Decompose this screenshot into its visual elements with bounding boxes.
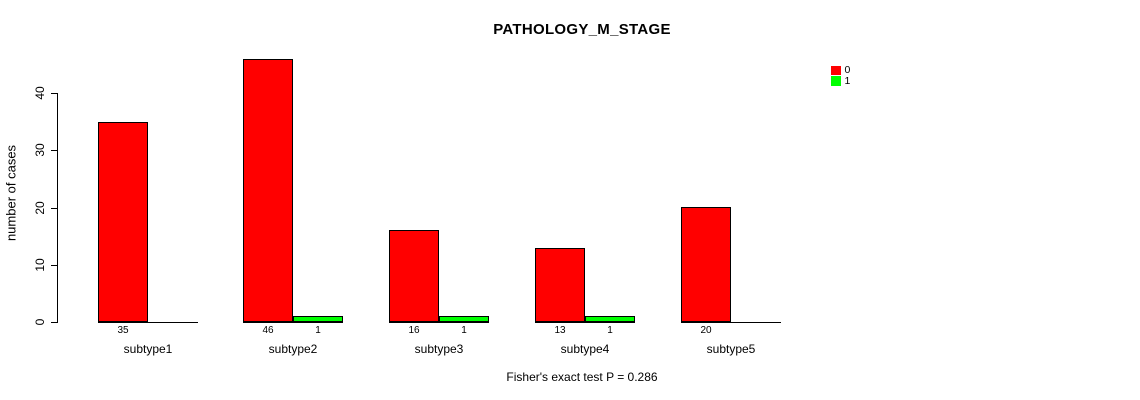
bar-0-subtype1 [98,122,148,322]
bar-0-subtype3 [389,230,439,322]
count-label-0-subtype5: 20 [700,325,712,336]
count-label-1-subtype3: 1 [461,325,467,336]
legend-swatch-0 [831,65,841,76]
category-label-subtype4: subtype4 [560,342,610,356]
count-label-0-subtype2: 46 [262,325,274,336]
count-label-0-subtype1: 35 [117,325,129,336]
count-label-0-subtype3: 16 [408,325,420,336]
bar-0-subtype2 [243,59,293,322]
y-tick [51,322,57,323]
bar-1-subtype2 [293,316,343,322]
legend-label-0: 0 [844,64,851,77]
category-label-subtype2: subtype2 [268,342,318,356]
y-tick [51,150,57,151]
y-tick-label: 30 [33,143,47,157]
legend-label-1: 1 [844,74,851,87]
group-baseline [681,322,781,323]
chart-title: PATHOLOGY_M_STAGE [493,21,671,38]
y-tick [51,208,57,209]
bar-1-subtype4 [585,316,635,322]
y-tick [51,93,57,94]
y-tick-label: 20 [33,201,47,215]
y-tick-label: 40 [33,86,47,100]
legend-row-1: 1 [831,76,850,87]
count-label-1-subtype2: 1 [315,325,321,336]
y-tick [51,265,57,266]
group-baseline [389,322,489,323]
bar-1-subtype3 [439,316,489,322]
bar-0-subtype4 [535,248,585,322]
y-axis-label: number of cases [3,144,19,242]
bar-0-subtype5 [681,207,731,322]
legend-row-0: 0 [831,65,850,76]
category-label-subtype3: subtype3 [414,342,464,356]
count-label-1-subtype4: 1 [607,325,613,336]
category-label-subtype5: subtype5 [706,342,756,356]
legend-swatch-1 [831,76,841,86]
y-tick-label: 10 [33,258,47,272]
count-label-0-subtype4: 13 [554,325,566,336]
y-axis-line [57,93,58,323]
category-label-subtype1: subtype1 [123,342,173,356]
group-baseline [535,322,635,323]
y-tick-label: 0 [33,318,47,326]
stat-annotation: Fisher's exact test P = 0.286 [506,370,658,384]
group-baseline [243,322,343,323]
group-baseline [98,322,198,323]
